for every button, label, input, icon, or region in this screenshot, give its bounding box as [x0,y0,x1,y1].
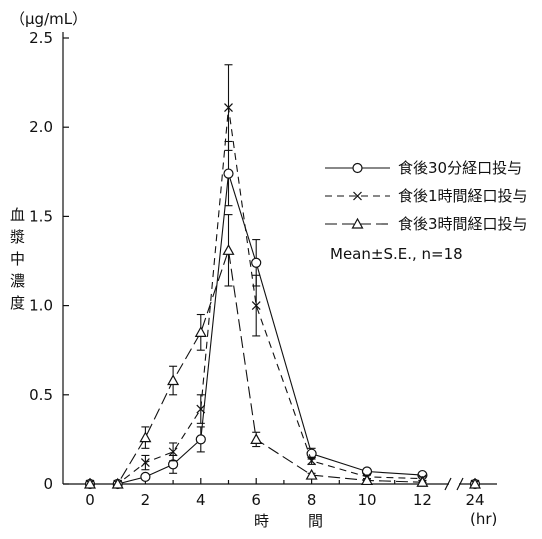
data-point [360,474,374,486]
x-tick-label: 6 [251,491,261,509]
x-tick-label: 0 [85,491,95,509]
legend-label: 食後1時間経口投与 [398,187,528,205]
y-tick-label: 0 [43,475,53,493]
y-tick-label: 0.5 [29,386,53,404]
data-point [111,477,124,489]
data-point [168,447,178,457]
series-line-2 [90,107,423,485]
data-point [468,477,482,489]
data-point [224,103,233,113]
data-point [251,257,262,268]
x-tick-label: 12 [413,491,432,509]
x-tick-label: 2 [141,491,151,509]
x-tick-label: 4 [196,491,206,509]
y-tick-label: 2.5 [29,29,53,47]
y-tick-label: 1.5 [29,207,53,225]
axis-break-mark [456,477,464,491]
series-line-1 [90,173,423,485]
y-axis-unit-label: （μg/mL） [10,10,88,28]
data-point [251,301,261,311]
legend-marker [351,217,364,229]
data-point [195,434,206,445]
series-line-3 [90,250,423,485]
x-axis-unit-label: (hr) [470,510,498,528]
legend-marker [353,191,362,201]
axis-break-mark [444,477,452,491]
data-point [223,168,234,179]
legend-marker [352,162,363,174]
y-tick-label: 2.0 [29,118,53,136]
x-tick-label: 10 [357,491,376,509]
data-point [196,404,206,414]
stats-annotation: Mean±S.E., n=18 [330,245,463,263]
y-tick-label: 1.0 [29,297,53,315]
data-point [305,468,318,480]
data-point [250,433,263,444]
data-point [140,458,150,468]
data-point [222,244,235,255]
x-tick-label: 8 [307,491,317,509]
x-axis-label: 時 間 [254,512,336,530]
data-point [307,456,317,466]
data-point [139,431,152,443]
data-point [167,374,180,386]
legend-label: 食後30分経口投与 [398,159,522,177]
data-point [416,475,429,487]
legend-label: 食後3時間経口投与 [398,215,528,233]
y-axis-label: 血漿中濃度 [10,206,26,312]
x-tick-label: 24 [465,491,484,509]
data-point [140,471,151,482]
data-point [83,477,97,489]
data-point [194,326,207,337]
